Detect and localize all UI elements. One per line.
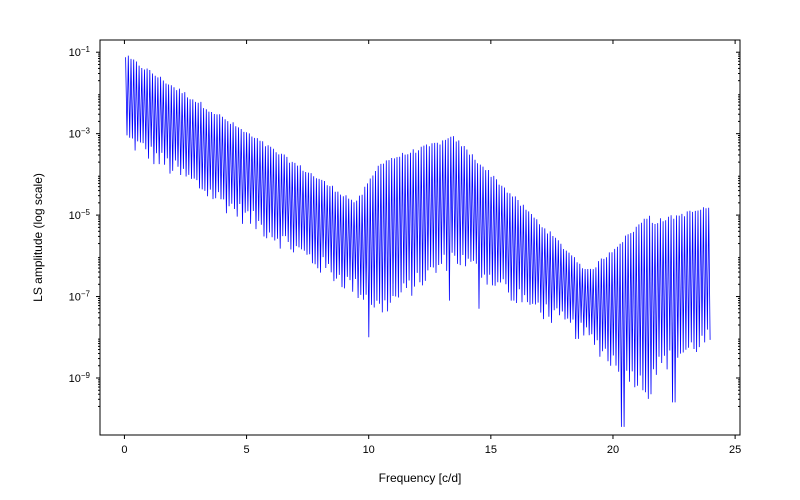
periodogram-chart: 051015202510−910−710−510−310−1Frequency …	[0, 0, 800, 500]
svg-text:5: 5	[244, 444, 250, 456]
svg-text:20: 20	[607, 444, 619, 456]
svg-text:25: 25	[729, 444, 741, 456]
x-axis-label: Frequency [c/d]	[379, 471, 462, 485]
svg-text:15: 15	[485, 444, 497, 456]
y-axis-label: LS amplitude (log scale)	[31, 173, 45, 302]
chart-svg: 051015202510−910−710−510−310−1Frequency …	[0, 0, 800, 500]
svg-text:0: 0	[121, 444, 127, 456]
svg-text:10: 10	[363, 444, 375, 456]
